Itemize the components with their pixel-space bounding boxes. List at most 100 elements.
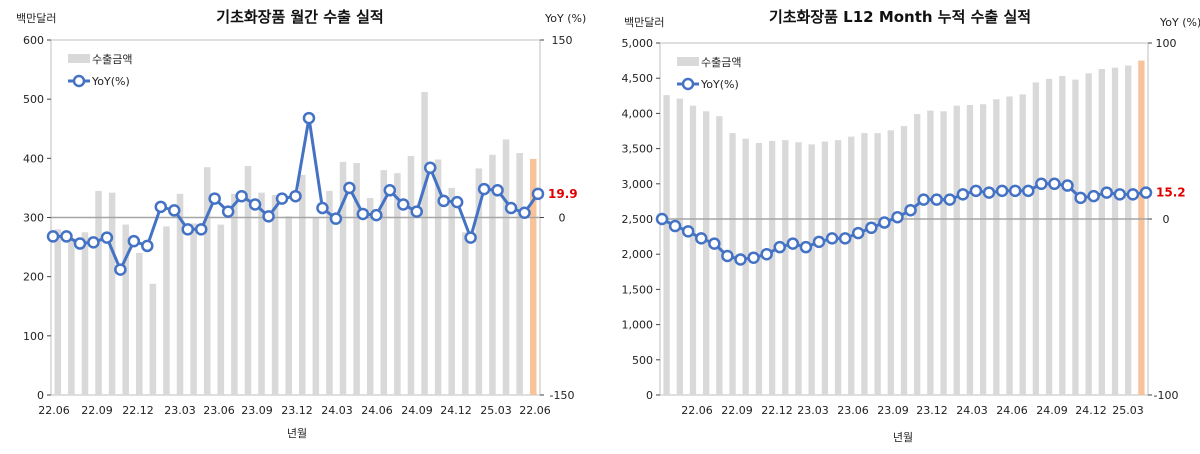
yoy-point	[838, 232, 852, 245]
x-tick-label: 24.09	[1036, 404, 1068, 417]
yoy-point	[812, 235, 826, 249]
bar	[176, 193, 184, 395]
bar	[163, 226, 170, 395]
yoy-point	[329, 212, 343, 225]
yoy-point	[760, 247, 773, 261]
yoy-point	[943, 193, 957, 206]
yoy-point	[747, 251, 760, 264]
bar	[502, 139, 510, 395]
left-axis-unit: 백만달러	[624, 16, 664, 29]
left-tick-label: 400	[23, 152, 44, 165]
yoy-point	[891, 210, 904, 224]
yoy-point	[995, 184, 1009, 198]
yoy-point	[825, 232, 839, 245]
bar	[475, 168, 483, 395]
legend-bar-swatch	[68, 54, 90, 63]
yoy-point	[302, 111, 316, 125]
yoy-point	[930, 193, 943, 206]
bar	[407, 155, 415, 395]
x-tick-label: 24.03	[321, 404, 353, 417]
yoy-point	[956, 188, 970, 201]
right-axis-unit: YoY (%)	[1159, 16, 1200, 29]
yoy-point	[865, 221, 878, 235]
bar	[900, 126, 908, 396]
bar	[821, 141, 829, 395]
bar	[702, 111, 710, 396]
bar	[795, 142, 802, 395]
yoy-point	[262, 210, 275, 223]
yoy-point	[437, 194, 450, 208]
bar	[95, 190, 102, 395]
yoy-point	[518, 206, 531, 220]
left-tick-label: 500	[23, 93, 44, 106]
bar	[1019, 94, 1026, 395]
right-tick-label: 0	[559, 212, 566, 225]
x-tick-label: 22.06	[519, 404, 551, 417]
yoy-point	[1139, 186, 1153, 199]
yoy-point	[1048, 177, 1061, 191]
legend-bar-label: 수출금액	[701, 56, 741, 69]
x-tick-label: 24.06	[361, 404, 393, 417]
bar	[834, 140, 842, 395]
right-tick-label: 100	[1156, 37, 1177, 50]
yoy-point	[504, 201, 518, 215]
x-tick-label: 22.12	[122, 404, 154, 417]
bar	[1125, 65, 1132, 395]
yoy-point	[383, 184, 397, 197]
bar	[122, 224, 129, 395]
yoy-point	[681, 225, 695, 238]
bar	[54, 229, 62, 395]
legend-bar-label: 수출금액	[92, 53, 132, 66]
yoy-point	[917, 193, 930, 206]
yoy-point	[370, 208, 383, 222]
bar	[421, 92, 428, 396]
left-tick-label: 2,000	[622, 248, 654, 261]
left-tick-label: 300	[23, 212, 44, 225]
left-tick-label: 500	[632, 354, 653, 367]
yoy-point	[491, 184, 504, 197]
bar	[394, 173, 401, 395]
left-tick-label: 1,000	[622, 319, 654, 332]
right-tick-label: -150	[550, 389, 575, 402]
bar	[217, 224, 225, 395]
yoy-point	[100, 231, 114, 244]
bar	[1059, 76, 1066, 395]
yoy-point	[194, 223, 208, 236]
bar	[326, 190, 333, 395]
last-yoy-label: 19.9	[548, 187, 578, 201]
legend-line-label: YoY(%)	[91, 75, 130, 88]
x-tick-label: 23.06	[837, 404, 869, 417]
bar	[244, 166, 252, 395]
yoy-point	[73, 237, 87, 250]
left-tick-label: 2,500	[622, 213, 654, 226]
yoy-point	[1035, 177, 1048, 191]
bar	[380, 170, 388, 395]
x-tick-label: 23.09	[241, 404, 273, 417]
yoy-point	[773, 240, 786, 254]
bar-latest	[529, 158, 537, 395]
yoy-point	[289, 189, 302, 203]
yoy-point	[423, 161, 437, 175]
yoy-point	[786, 237, 800, 250]
bar	[729, 133, 736, 395]
legend-line-label: YoY(%)	[700, 78, 739, 91]
yoy-point	[397, 198, 410, 211]
yoy-point	[410, 205, 423, 218]
bar	[808, 144, 815, 395]
bar	[231, 193, 238, 395]
yoy-point	[1087, 189, 1100, 203]
x-tick-label: 22.12	[761, 404, 793, 417]
bar	[489, 154, 496, 395]
x-tick-label: 22.06	[681, 404, 713, 417]
bar	[966, 104, 974, 396]
bar	[1045, 78, 1053, 396]
bar	[68, 238, 75, 395]
bar	[285, 216, 292, 395]
bar	[81, 232, 89, 395]
bar	[953, 105, 960, 395]
x-tick-label: 25.03	[1112, 404, 1144, 417]
bar	[1085, 73, 1092, 395]
chart-title: 기초화장품 월간 수출 실적	[216, 8, 383, 26]
yoy-point	[721, 249, 734, 263]
left-tick-label: 4,500	[622, 72, 654, 85]
